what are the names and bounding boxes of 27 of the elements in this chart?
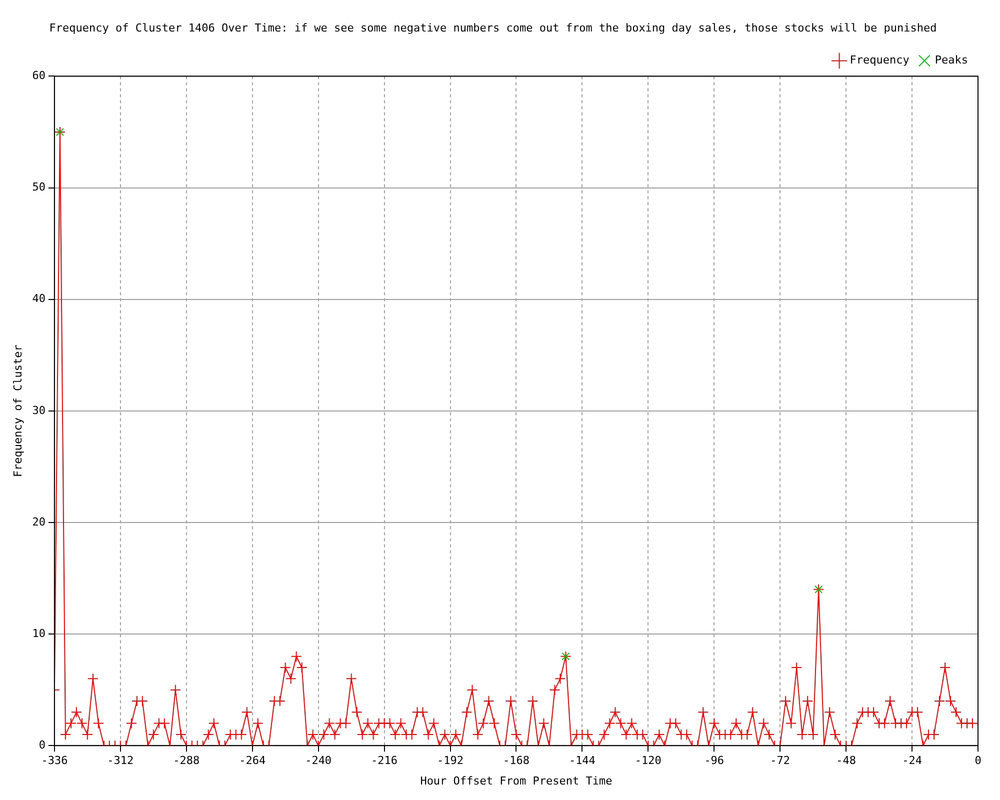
- y-tick-label: 60: [32, 69, 46, 82]
- x-tick-label: -240: [305, 754, 332, 768]
- x-tick-label: -264: [239, 754, 266, 768]
- y-tick-label: 0: [38, 738, 46, 752]
- x-tick-label: -312: [107, 754, 134, 768]
- x-tick-label: -48: [836, 754, 856, 768]
- y-tick-label: 20: [32, 515, 46, 528]
- y-tick-label: 50: [32, 180, 46, 194]
- x-tick-label: -24: [902, 754, 922, 768]
- x-axis-title: Hour Offset From Present Time: [420, 774, 612, 788]
- x-tick-label: -120: [634, 754, 662, 768]
- legend-label: Peaks: [934, 54, 968, 67]
- y-tick-label: 10: [32, 626, 46, 640]
- x-tick-label: -288: [173, 754, 200, 768]
- x-tick-label: -216: [371, 754, 398, 768]
- legend-label: Frequency: [850, 54, 910, 67]
- x-tick-label: -168: [502, 754, 530, 768]
- x-tick-label: -72: [770, 754, 790, 768]
- y-tick-label: 40: [32, 292, 46, 306]
- x-tick-label: -336: [41, 754, 68, 768]
- x-tick-label: 0: [974, 754, 982, 768]
- x-tick-label: -144: [568, 754, 596, 768]
- chart-title: Frequency of Cluster 1406 Over Time: if we see some negative numbers come out from the boxing day sales, those stocks will be punished: [49, 21, 937, 34]
- x-tick-label: -192: [437, 754, 464, 768]
- y-tick-label: 30: [32, 404, 46, 417]
- x-tick-label: -96: [704, 754, 724, 768]
- y-axis-title: Frequency of Cluster: [11, 344, 24, 478]
